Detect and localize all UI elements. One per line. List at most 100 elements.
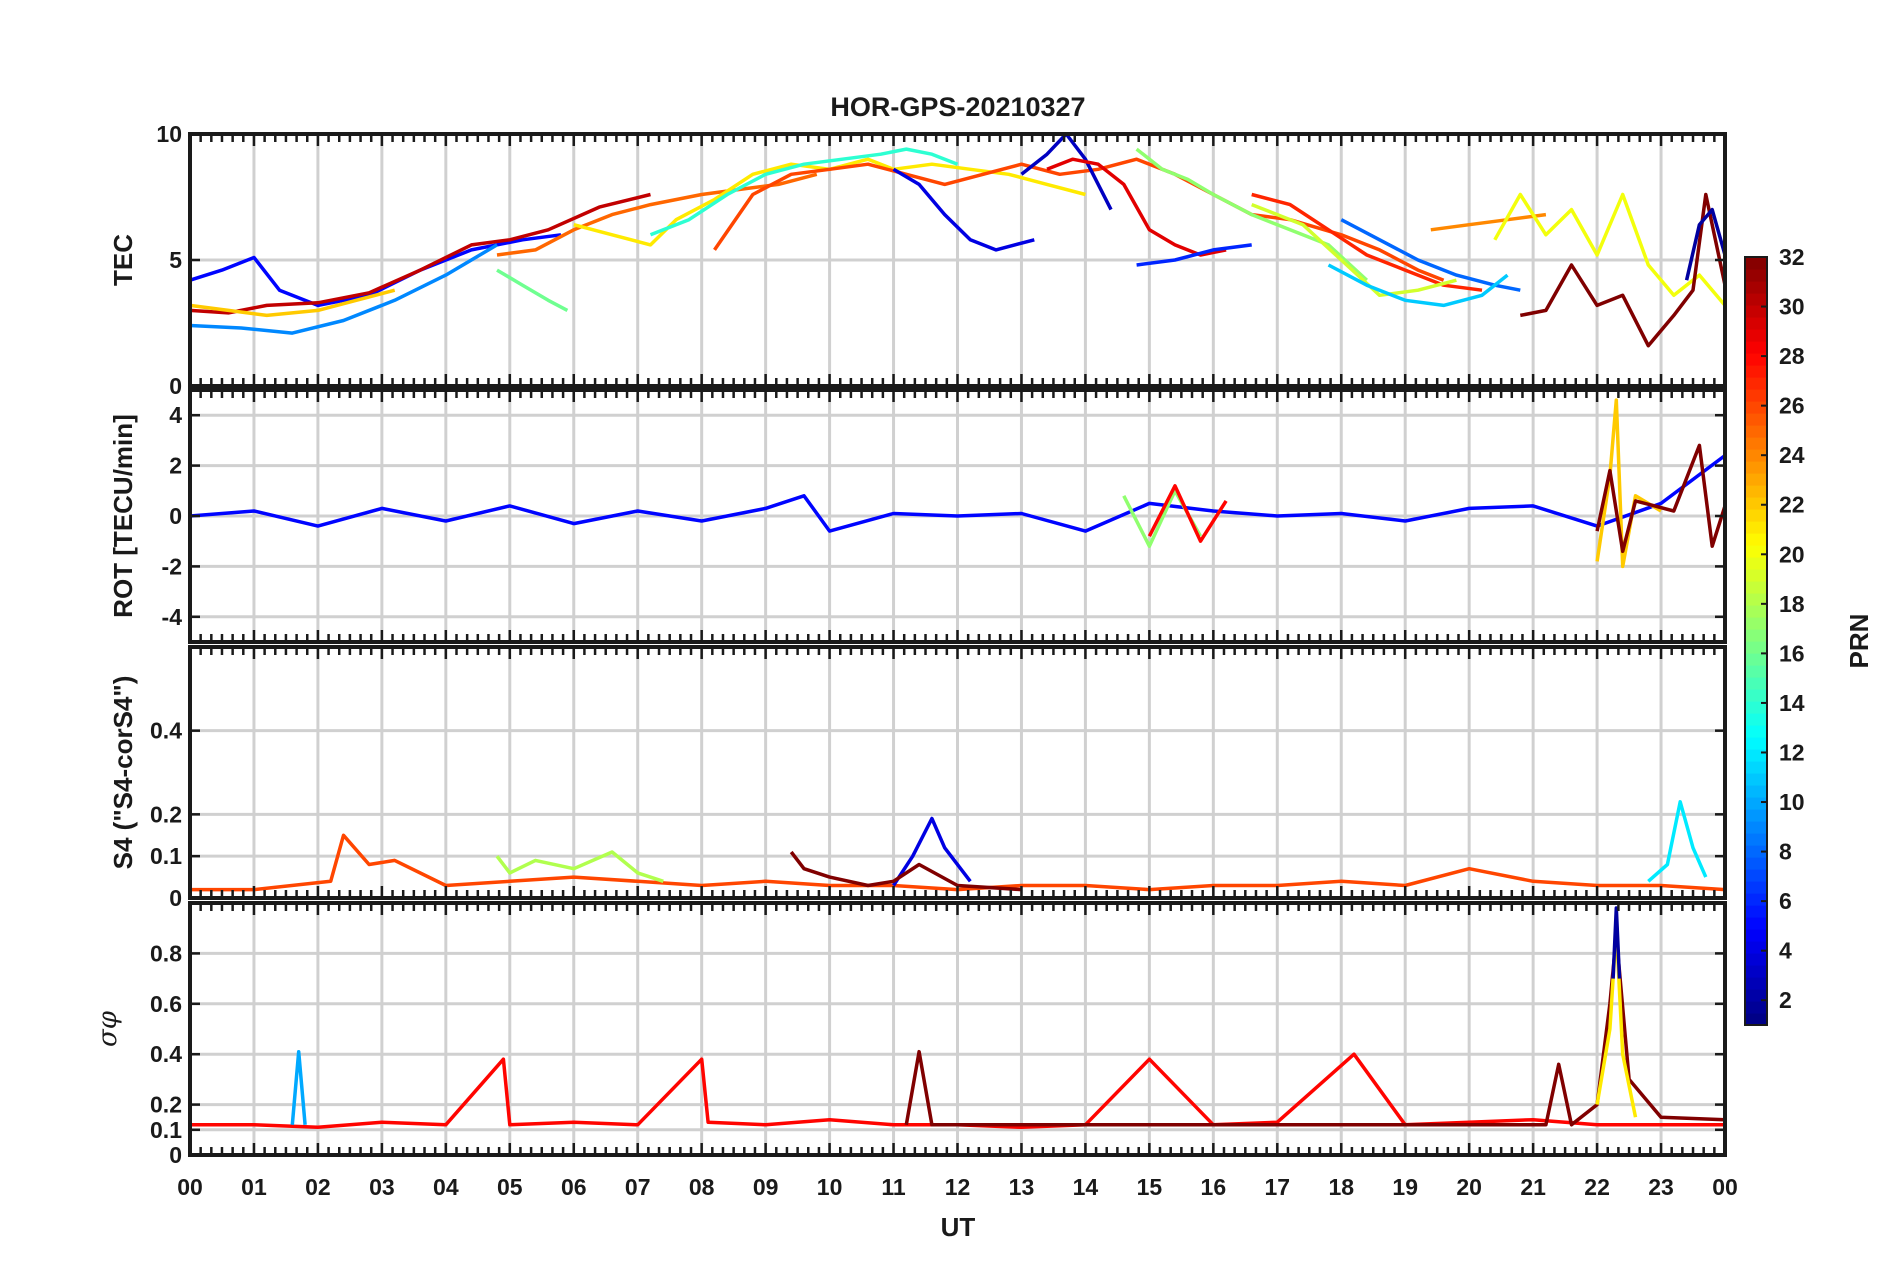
- colorbar-segment: [1745, 785, 1767, 798]
- colorbar-segment: [1745, 545, 1767, 558]
- x-tick-label: 16: [1201, 1174, 1227, 1200]
- y-tick-label: 0.1: [150, 1117, 182, 1143]
- series-prn-18-line: [495, 850, 664, 883]
- colorbar-segment: [1745, 581, 1767, 594]
- colorbar-frame: [1744, 256, 1768, 1026]
- series-prn-8-line: [1340, 218, 1521, 292]
- colorbar-tick-label: 18: [1779, 591, 1805, 617]
- y-tick-label: -4: [162, 604, 183, 630]
- colorbar-segment: [1745, 269, 1767, 282]
- y-axis-label: σφ: [93, 1010, 123, 1047]
- colorbar-segment: [1745, 833, 1767, 846]
- series-prn-27-line: [1251, 192, 1483, 292]
- colorbar-segment: [1745, 641, 1767, 654]
- x-tick-label: 00: [177, 1174, 203, 1200]
- y-tick-label: 0.4: [150, 1041, 182, 1067]
- colorbar-tick-label: 8: [1779, 839, 1792, 865]
- colorbar-segment: [1745, 821, 1767, 834]
- series-prn-30-line: [189, 192, 651, 315]
- x-tick-label: 19: [1392, 1174, 1418, 1200]
- series-prn-32-line: [1595, 443, 1727, 554]
- colorbar-tick-label: 16: [1779, 640, 1805, 666]
- y-tick-label: 4: [169, 402, 182, 428]
- colorbar-segment: [1745, 449, 1767, 462]
- colorbar-segment: [1745, 341, 1767, 354]
- colorbar-segment: [1745, 413, 1767, 426]
- y-tick-label: -2: [162, 553, 182, 579]
- y-tick-label: 0: [169, 1142, 182, 1168]
- series-prn-20-line: [1493, 192, 1727, 307]
- series-prn-28-line: [1147, 484, 1228, 543]
- y-tick-label: 0: [169, 503, 182, 529]
- series-prn-21-line: [1595, 926, 1638, 1118]
- colorbar-segment: [1745, 629, 1767, 642]
- y-tick-label: 5: [169, 247, 182, 273]
- colorbar-segment: [1745, 557, 1767, 570]
- y-tick-label: 0.2: [150, 801, 182, 827]
- colorbar-segment: [1745, 353, 1767, 366]
- colorbar-tick-label: 24: [1779, 442, 1805, 468]
- colorbar-segment: [1745, 809, 1767, 822]
- colorbar-segment: [1745, 881, 1767, 894]
- x-tick-label: 05: [497, 1174, 523, 1200]
- x-tick-label: 04: [433, 1174, 459, 1200]
- colorbar-segment: [1745, 509, 1767, 522]
- series-prn-32-line: [904, 934, 1726, 1127]
- x-tick-label: 18: [1328, 1174, 1354, 1200]
- colorbar-segment: [1745, 437, 1767, 450]
- colorbar-segment: [1745, 941, 1767, 954]
- series-prn-32-line: [789, 850, 1022, 892]
- colorbar-tick-label: 12: [1779, 739, 1805, 765]
- x-tick-label: 12: [945, 1174, 971, 1200]
- x-tick-label: 22: [1584, 1174, 1610, 1200]
- colorbar-segment: [1745, 725, 1767, 738]
- series-prn-2-line: [1684, 207, 1727, 281]
- colorbar-segment: [1745, 701, 1767, 714]
- series-prn-22-line: [1595, 398, 1662, 569]
- colorbar-segment: [1745, 473, 1767, 486]
- colorbar-tick-label: 32: [1779, 244, 1805, 270]
- series-prn-2-line: [1611, 906, 1622, 979]
- x-tick-label: 11: [881, 1174, 906, 1200]
- y-tick-label: 0.1: [150, 843, 182, 869]
- colorbar-segment: [1745, 665, 1767, 678]
- y-tick-label: 0.6: [150, 991, 182, 1017]
- y-tick-label: 0.2: [150, 1092, 182, 1118]
- x-tick-label: 01: [241, 1174, 267, 1200]
- colorbar-segment: [1745, 689, 1767, 702]
- colorbar-segment: [1745, 389, 1767, 402]
- colorbar-segment: [1745, 305, 1767, 318]
- colorbar-segment: [1745, 521, 1767, 534]
- colorbar-segment: [1745, 533, 1767, 546]
- panel-4: 00.10.2 0.4 0.6 0.8 σφ: [93, 901, 1727, 1168]
- colorbar-label: PRN: [1844, 614, 1874, 669]
- colorbar-tick-label: 22: [1779, 492, 1805, 518]
- colorbar-segment: [1745, 461, 1767, 474]
- series-prn-5-line: [189, 454, 1727, 533]
- series-prn-12-line: [1647, 800, 1708, 883]
- y-tick-label: 2: [169, 453, 182, 479]
- x-tick-label: 09: [753, 1174, 779, 1200]
- colorbar-segment: [1745, 857, 1767, 870]
- panel-2: -4 -2 0 2 4 ROT [TECU/min]: [108, 388, 1727, 644]
- colorbar-segment: [1745, 953, 1767, 966]
- series-prn-6-line: [1136, 243, 1252, 267]
- colorbar-tick-label: 28: [1779, 343, 1805, 369]
- colorbar-segment: [1745, 329, 1767, 342]
- colorbar-segment: [1745, 593, 1767, 606]
- x-tick-label: 03: [369, 1174, 395, 1200]
- series-prn-14-line: [649, 147, 959, 237]
- x-tick-label: 23: [1648, 1174, 1674, 1200]
- x-tick-label: 13: [1009, 1174, 1035, 1200]
- x-axis-label: UT: [941, 1212, 976, 1242]
- colorbar-segment: [1745, 497, 1767, 510]
- y-tick-label: 10: [156, 121, 182, 147]
- colorbar-tick-label: 26: [1779, 393, 1805, 419]
- colorbar-segment: [1745, 317, 1767, 330]
- colorbar-tick-label: 2: [1779, 987, 1792, 1013]
- colorbar-segment: [1745, 869, 1767, 882]
- series-prn-9-line: [189, 243, 498, 335]
- colorbar-segment: [1745, 761, 1767, 774]
- colorbar-segment: [1745, 713, 1767, 726]
